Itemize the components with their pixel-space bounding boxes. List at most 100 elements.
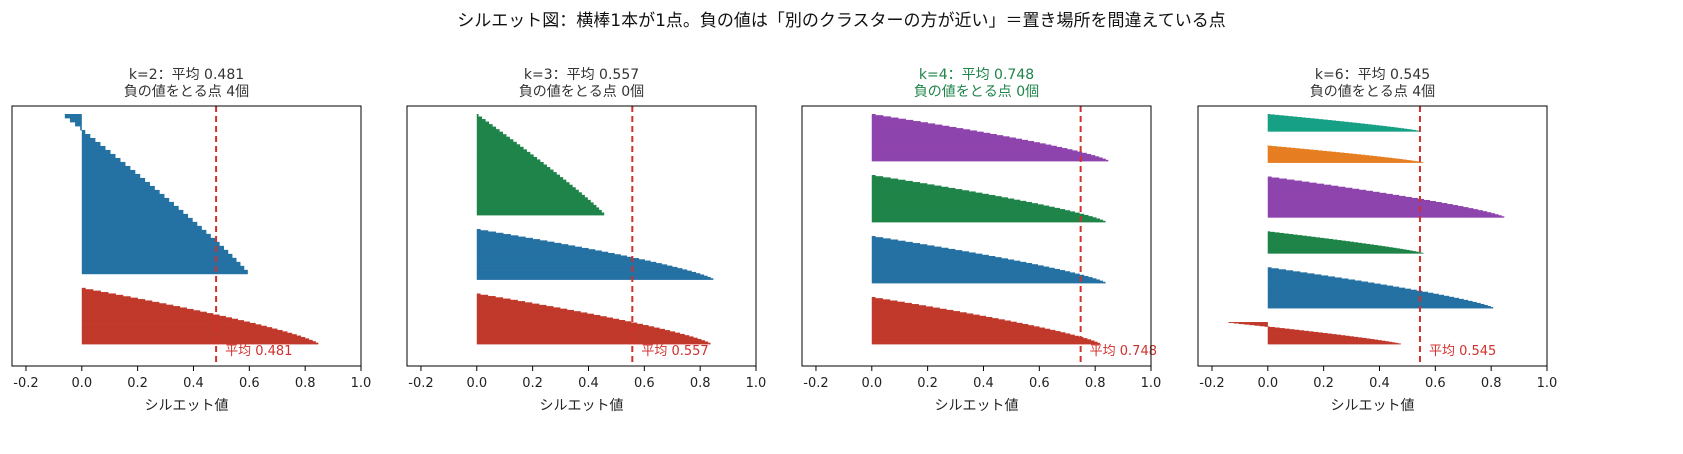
- silhouette-bar: [871, 264, 1038, 266]
- silhouette-bar: [1267, 298, 1464, 301]
- silhouette-bar: [871, 341, 1098, 344]
- silhouette-bar: [1267, 208, 1474, 210]
- silhouette-bar: [1267, 177, 1280, 179]
- silhouette-bar: [81, 300, 153, 303]
- silhouette-bar: [871, 266, 1050, 269]
- cluster-1-bars: [476, 293, 711, 345]
- silhouette-bar: [1267, 297, 1460, 300]
- silhouette-bar: [1267, 330, 1305, 332]
- silhouette-bar: [871, 133, 997, 136]
- x-tick-label: 0.4: [183, 376, 204, 391]
- silhouette-bar: [1267, 267, 1272, 269]
- silhouette-bar: [871, 273, 1080, 276]
- silhouette-bar: [871, 135, 1004, 137]
- silhouette-bar: [871, 175, 876, 177]
- silhouette-bar: [476, 189, 579, 193]
- silhouette-bar: [1267, 158, 1400, 160]
- silhouette-bar: [1267, 154, 1362, 156]
- silhouette-bar: [476, 342, 711, 345]
- silhouette-bar: [1267, 121, 1349, 123]
- silhouette-bar: [476, 266, 678, 269]
- silhouette-bar: [81, 324, 262, 327]
- silhouette-bar: [1267, 300, 1473, 303]
- silhouette-bar: [81, 318, 239, 321]
- silhouette-bar: [1267, 302, 1481, 305]
- silhouette-bar: [871, 219, 1104, 222]
- silhouette-bar: [1267, 287, 1406, 290]
- silhouette-bar: [1267, 329, 1300, 331]
- silhouette-bar: [1267, 117, 1311, 119]
- silhouette-bar: [871, 183, 928, 185]
- silhouette-bar: [476, 323, 643, 326]
- silhouette-bar: [871, 132, 991, 135]
- silhouette-bar: [1267, 183, 1324, 186]
- cluster-1-bars: [81, 287, 319, 345]
- silhouette-bar: [871, 117, 899, 120]
- silhouette-bar: [871, 116, 891, 118]
- silhouette-bar: [871, 320, 1011, 323]
- silhouette-bar: [1267, 328, 1285, 330]
- silhouette-bar: [1267, 232, 1285, 234]
- x-tick-label: 0.8: [690, 376, 711, 391]
- silhouette-bar: [1267, 114, 1271, 115]
- silhouette-bar: [871, 326, 1040, 328]
- silhouette-bar: [1267, 182, 1317, 185]
- silhouette-bar: [1267, 281, 1368, 283]
- silhouette-bar: [1267, 178, 1287, 180]
- silhouette-bar: [476, 235, 519, 237]
- silhouette-bar: [476, 164, 547, 168]
- silhouette-bar: [871, 339, 1092, 341]
- silhouette-bar: [871, 158, 1106, 161]
- x-tick-label: 0.4: [973, 376, 994, 391]
- silhouette-bar: [871, 315, 987, 318]
- silhouette-bar: [476, 318, 620, 321]
- silhouette-bar: [1267, 329, 1295, 331]
- silhouette-bar: [871, 258, 1008, 260]
- silhouette-bar: [1267, 149, 1310, 150]
- silhouette-bar: [1267, 335, 1350, 337]
- x-tick-label: 0.8: [295, 376, 316, 391]
- silhouette-bar: [1267, 126, 1391, 128]
- silhouette-bar: [476, 299, 518, 302]
- silhouette-bar: [1267, 211, 1488, 213]
- silhouette-bar: [871, 182, 921, 184]
- silhouette-bar: [476, 159, 541, 163]
- silhouette-bar: [1267, 249, 1407, 251]
- silhouette-bar: [871, 325, 1034, 327]
- panel-subtitle: 負の値をとる点 4個: [124, 84, 249, 100]
- silhouette-bar: [871, 255, 996, 258]
- silhouette-bar: [476, 258, 640, 260]
- silhouette-bar: [476, 182, 570, 186]
- silhouette-bar: [476, 268, 683, 270]
- silhouette-bar: [81, 229, 207, 235]
- silhouette-bar: [81, 329, 283, 332]
- silhouette-bar: [871, 204, 1044, 206]
- silhouette-bar: [476, 325, 649, 327]
- silhouette-bar: [1267, 294, 1445, 297]
- panel-title: k=4：平均 0.748: [919, 67, 1034, 83]
- average-label: 平均 0.481: [225, 344, 292, 359]
- silhouette-bar: [1267, 215, 1502, 217]
- silhouette-bar: [1267, 234, 1294, 235]
- silhouette-bar: [871, 316, 993, 319]
- silhouette-bar: [871, 265, 1044, 267]
- silhouette-bar: [476, 321, 632, 323]
- silhouette-bar: [1267, 151, 1332, 153]
- x-tick-label: 1.0: [1141, 376, 1162, 391]
- silhouette-bar: [476, 276, 711, 279]
- silhouette-bar: [1267, 209, 1479, 211]
- x-axis-label: シルエット値: [1331, 398, 1415, 414]
- average-label: 平均 0.748: [1090, 344, 1157, 359]
- silhouette-bar: [476, 209, 602, 213]
- silhouette-bar: [871, 260, 1021, 263]
- silhouette-bar: [81, 338, 310, 341]
- silhouette-bar: [81, 169, 136, 175]
- silhouette-bar: [476, 234, 511, 236]
- silhouette-bar: [1267, 125, 1384, 127]
- x-tick-label: 0.6: [1029, 376, 1050, 391]
- silhouette-bar: [871, 259, 1015, 262]
- silhouette-bar: [1267, 157, 1389, 159]
- silhouette-bar: [871, 257, 1002, 259]
- silhouette-bar: [1267, 148, 1305, 150]
